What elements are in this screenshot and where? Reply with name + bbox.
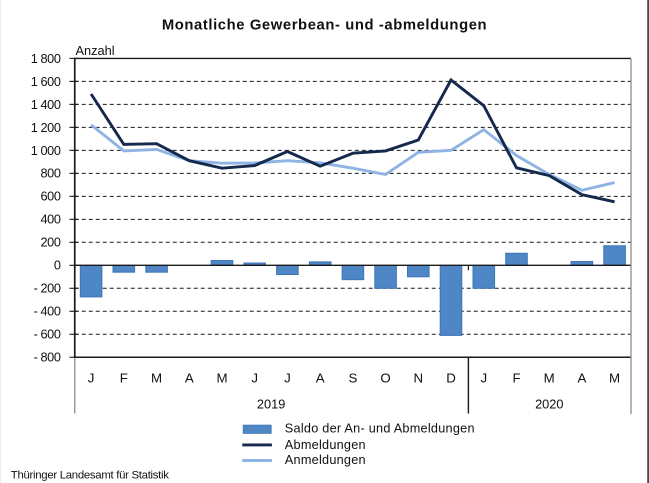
svg-text:M: M	[216, 370, 227, 385]
svg-text:1 000: 1 000	[31, 144, 61, 158]
svg-text:Anzahl: Anzahl	[76, 43, 115, 58]
svg-text:A: A	[577, 370, 586, 385]
svg-text:1 400: 1 400	[31, 98, 61, 112]
svg-text:M: M	[544, 370, 555, 385]
svg-text:2019: 2019	[257, 397, 285, 412]
svg-text:Saldo der An- und Abmeldungen: Saldo der An- und Abmeldungen	[285, 421, 475, 435]
svg-text:- 200: - 200	[34, 282, 61, 296]
svg-text:400: 400	[41, 213, 61, 227]
svg-text:F: F	[120, 370, 128, 385]
svg-text:S: S	[348, 370, 357, 385]
svg-text:O: O	[380, 370, 390, 385]
svg-text:Anmeldungen: Anmeldungen	[285, 453, 366, 467]
svg-text:1 200: 1 200	[31, 121, 61, 135]
svg-text:600: 600	[41, 190, 61, 204]
svg-text:J: J	[88, 370, 95, 385]
svg-text:- 600: - 600	[34, 328, 61, 342]
svg-text:- 400: - 400	[34, 305, 61, 319]
svg-text:- 800: - 800	[34, 351, 61, 365]
svg-text:A: A	[185, 370, 194, 385]
svg-text:D: D	[446, 370, 456, 385]
svg-text:0: 0	[54, 259, 61, 273]
svg-text:1 800: 1 800	[31, 52, 61, 66]
svg-text:2020: 2020	[535, 397, 563, 412]
svg-text:J: J	[251, 370, 258, 385]
svg-text:J: J	[480, 370, 487, 385]
svg-text:800: 800	[41, 167, 61, 181]
svg-text:M: M	[151, 370, 162, 385]
svg-text:J: J	[284, 370, 291, 385]
svg-text:Monatliche Gewerbean- und -abm: Monatliche Gewerbean- und -abmeldungen	[162, 17, 487, 33]
svg-text:Abmeldungen: Abmeldungen	[285, 438, 366, 452]
svg-text:F: F	[512, 370, 520, 385]
svg-text:200: 200	[41, 236, 61, 250]
svg-text:A: A	[316, 370, 325, 385]
svg-text:Thüringer Landesamt für Statis: Thüringer Landesamt für Statistik	[11, 470, 169, 482]
svg-text:M: M	[609, 370, 620, 385]
svg-text:1 600: 1 600	[31, 75, 61, 89]
svg-text:N: N	[413, 370, 423, 385]
